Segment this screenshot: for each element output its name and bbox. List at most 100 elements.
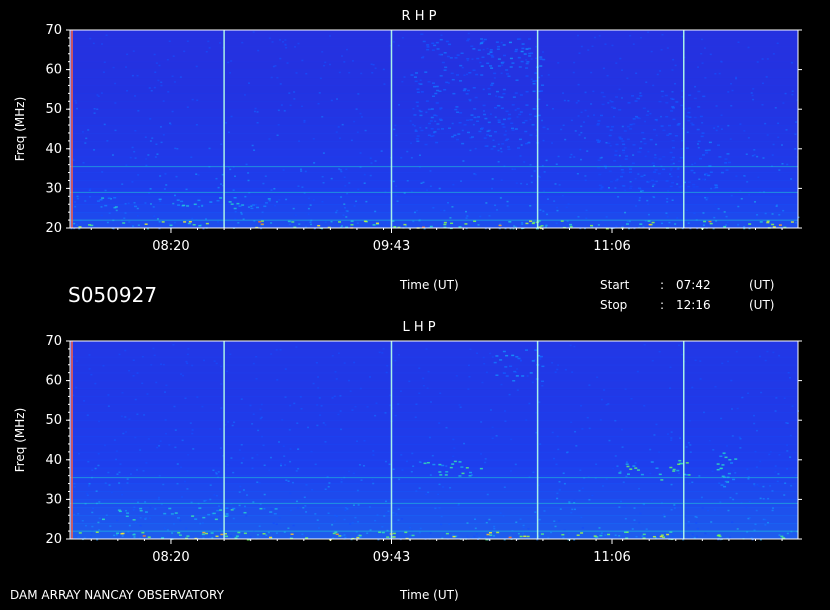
noise-speckle — [695, 522, 698, 524]
noise-speckle — [149, 203, 152, 205]
burst-cell — [420, 129, 424, 132]
burst-cell — [692, 186, 696, 188]
noise-speckle — [528, 402, 531, 405]
noise-speckle — [437, 493, 440, 496]
noise-speckle — [318, 397, 321, 399]
burst-cell — [598, 184, 602, 187]
noise-band — [70, 404, 798, 413]
noise-speckle — [490, 409, 493, 411]
noise-speckle — [289, 492, 292, 495]
burst-cell — [202, 531, 206, 534]
burst-cell — [708, 165, 712, 167]
noise-speckle — [270, 222, 273, 224]
burst-cell — [474, 96, 478, 99]
noise-speckle — [772, 351, 775, 354]
burst-cell — [723, 485, 727, 488]
noise-speckle — [727, 91, 730, 93]
burst-cell — [772, 226, 776, 228]
burst-cell — [766, 220, 770, 223]
noise-speckle — [483, 362, 486, 365]
noise-speckle — [295, 346, 298, 348]
noise-speckle — [118, 353, 121, 356]
noise-speckle — [506, 200, 509, 203]
burst-cell — [714, 184, 718, 186]
noise-speckle — [737, 205, 740, 208]
noise-speckle — [556, 492, 559, 495]
noise-speckle — [145, 517, 148, 519]
burst-cell — [451, 463, 455, 465]
noise-speckle — [747, 478, 750, 480]
noise-speckle — [369, 376, 372, 378]
noise-speckle — [403, 192, 406, 194]
noise-speckle — [297, 185, 300, 187]
noise-speckle — [89, 535, 92, 538]
noise-speckle — [757, 176, 760, 179]
burst-cell — [192, 223, 196, 226]
burst-cell — [479, 467, 483, 470]
burst-cell — [420, 56, 424, 59]
burst-cell — [685, 462, 689, 464]
noise-speckle — [739, 447, 742, 449]
burst-cell — [466, 39, 470, 42]
burst-cell — [490, 67, 494, 69]
noise-speckle — [539, 443, 542, 445]
burst-cell — [528, 113, 532, 116]
noise-speckle — [147, 438, 150, 440]
noise-speckle — [648, 225, 651, 228]
burst-cell — [687, 119, 691, 122]
noise-speckle — [143, 414, 146, 416]
noise-speckle — [465, 217, 468, 219]
burst-cell — [495, 41, 499, 43]
noise-speckle — [423, 227, 426, 230]
noise-speckle — [702, 224, 705, 226]
noise-speckle — [440, 515, 443, 518]
noise-speckle — [495, 435, 498, 437]
noise-speckle — [633, 507, 636, 509]
noise-speckle — [212, 469, 215, 472]
noise-speckle — [219, 528, 222, 530]
noise-speckle — [280, 464, 283, 467]
noise-speckle — [226, 463, 229, 466]
burst-cell — [597, 141, 601, 143]
noise-speckle — [284, 39, 287, 41]
noise-speckle — [127, 531, 130, 533]
noise-speckle — [159, 126, 162, 128]
noise-speckle — [238, 449, 241, 451]
noise-speckle — [295, 72, 298, 74]
noise-speckle — [134, 436, 137, 439]
noise-speckle — [719, 501, 722, 503]
noise-speckle — [340, 170, 343, 173]
burst-cell — [697, 140, 701, 143]
noise-speckle — [774, 107, 777, 109]
noise-speckle — [251, 144, 254, 147]
burst-cell — [676, 124, 680, 126]
noise-speckle — [190, 501, 193, 504]
noise-speckle — [591, 494, 594, 497]
burst-cell — [688, 116, 692, 118]
noise-band — [70, 196, 798, 205]
burst-cell — [419, 110, 423, 113]
noise-speckle — [102, 364, 105, 367]
noise-speckle — [405, 460, 408, 463]
noise-speckle — [337, 352, 340, 354]
noise-speckle — [702, 411, 705, 414]
noise-speckle — [179, 519, 182, 522]
noise-speckle — [90, 373, 93, 376]
noise-speckle — [293, 402, 296, 405]
noise-speckle — [183, 50, 186, 53]
burst-cell — [233, 207, 237, 210]
burst-cell — [669, 167, 673, 170]
burst-cell — [228, 201, 232, 203]
noise-speckle — [698, 178, 701, 181]
noise-speckle — [633, 519, 636, 521]
noise-speckle — [785, 129, 788, 131]
noise-speckle — [491, 356, 494, 358]
noise-speckle — [609, 99, 612, 102]
noise-speckle — [534, 511, 537, 513]
noise-speckle — [201, 405, 204, 408]
y-tick-label: 70 — [45, 334, 62, 349]
noise-speckle — [650, 50, 653, 53]
noise-speckle — [766, 521, 769, 524]
burst-cell — [514, 48, 518, 51]
burst-cell — [420, 91, 424, 93]
